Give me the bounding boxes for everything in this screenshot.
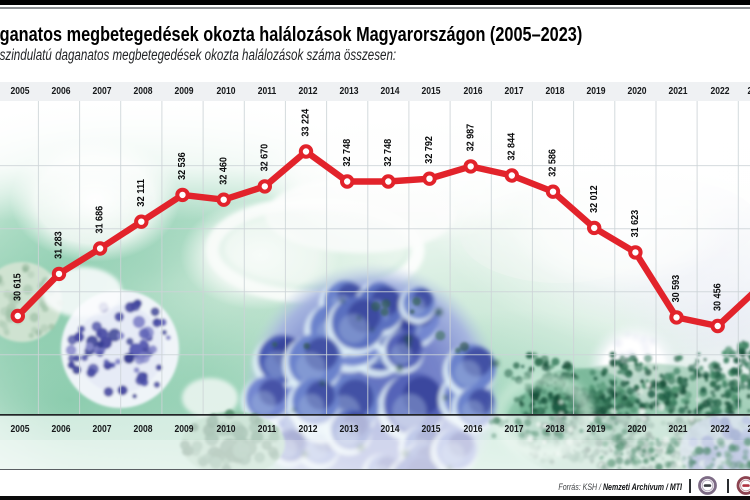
svg-text:32 586: 32 586 [548, 149, 559, 177]
svg-text:32 536: 32 536 [177, 152, 188, 180]
svg-text:31 623: 31 623 [630, 210, 641, 238]
svg-text:32 012: 32 012 [589, 185, 600, 213]
svg-text:32 844: 32 844 [506, 133, 517, 161]
svg-text:32 792: 32 792 [424, 136, 435, 164]
svg-text:30 615: 30 615 [12, 273, 23, 301]
svg-text:32 748: 32 748 [342, 139, 353, 167]
svg-text:32 748: 32 748 [383, 139, 394, 167]
svg-text:32 987: 32 987 [465, 124, 476, 152]
svg-text:32 111: 32 111 [136, 179, 147, 207]
svg-text:31 686: 31 686 [95, 206, 106, 234]
svg-text:31 283: 31 283 [54, 231, 65, 259]
svg-text:32 460: 32 460 [218, 157, 229, 185]
svg-text:32 670: 32 670 [259, 144, 270, 172]
svg-text:30 456: 30 456 [712, 283, 723, 311]
svg-text:33 224: 33 224 [301, 109, 312, 137]
svg-text:30 593: 30 593 [671, 275, 682, 303]
